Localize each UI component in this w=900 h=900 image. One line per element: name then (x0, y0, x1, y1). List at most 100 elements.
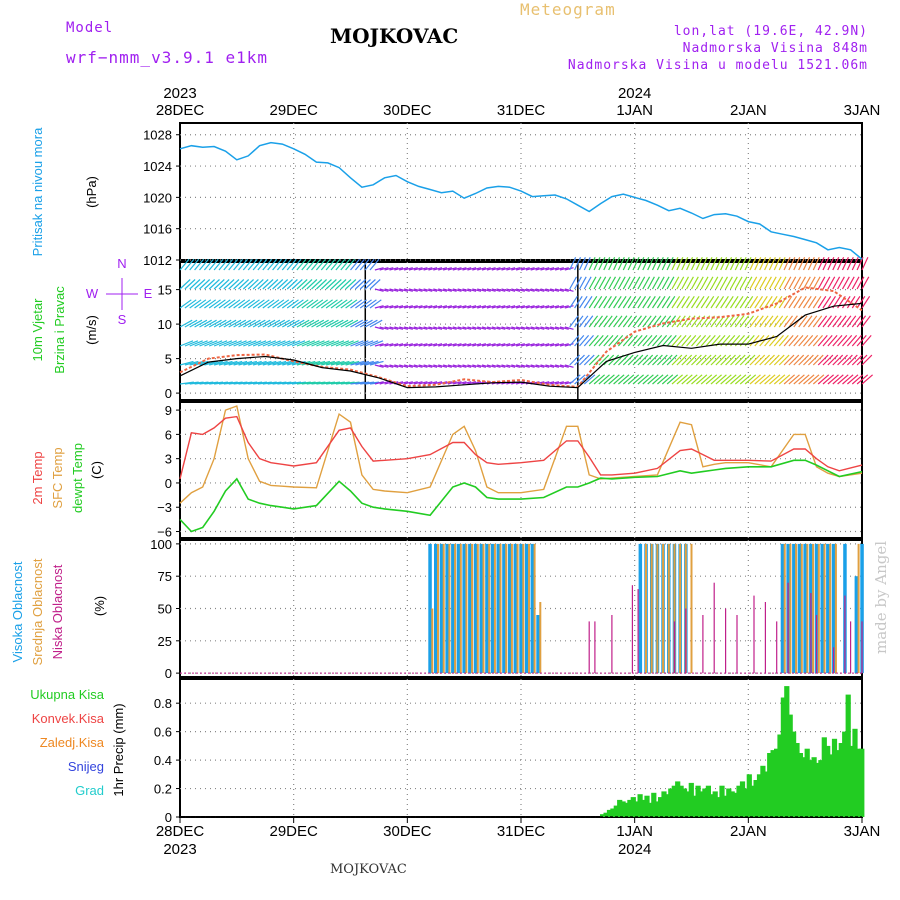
precip-bar (681, 788, 688, 817)
cloud-bar (725, 608, 727, 674)
wind-barb (472, 305, 482, 309)
wind-barb (379, 288, 389, 292)
wind-barb (267, 258, 278, 271)
wind-barb (369, 360, 384, 366)
cloud-bar (810, 593, 812, 674)
wind-barb (179, 319, 193, 328)
wind-barb (681, 354, 693, 366)
wind-barb (802, 295, 812, 309)
wind-barb (622, 335, 633, 347)
wind-barb (359, 340, 374, 347)
wind-barb (856, 276, 865, 290)
wind-barb (773, 354, 785, 366)
cloud-bar (442, 543, 445, 674)
wind-barb (379, 364, 389, 368)
wind-barb (184, 340, 199, 347)
wind-barb (622, 295, 632, 309)
wind-barb (315, 279, 328, 290)
precip-bar (777, 734, 783, 817)
wind-barb (603, 295, 612, 309)
wind-barb (472, 343, 482, 347)
wind-barb (739, 374, 752, 385)
wind-barb (257, 360, 272, 366)
wind-barb (812, 374, 825, 385)
wind-barb (856, 295, 866, 309)
wind-barb (676, 374, 688, 385)
wind-barb (491, 288, 501, 292)
axis-labels: 1012 1016 1020 1024 1028 0 5 10 15 −6 −3 0 3 6 9 0 25 50 7… (10, 85, 880, 858)
wind-barb (335, 258, 346, 271)
wind-barb (257, 319, 271, 328)
wind-barb (827, 276, 836, 290)
cloud-bar (448, 543, 451, 674)
wind-barb (652, 335, 663, 347)
wind-barb (179, 299, 192, 309)
wind-barb (588, 374, 601, 385)
wind-barb (247, 319, 261, 328)
wind-barb (277, 319, 290, 328)
wind-barb (311, 258, 321, 271)
precip-bar (709, 794, 715, 817)
cloud-bar (829, 543, 832, 674)
wind-barb (632, 354, 644, 366)
wind-barb (734, 354, 746, 366)
wind-barb (233, 299, 246, 309)
wind-barb (364, 258, 375, 271)
wind-barb (247, 299, 260, 309)
wind-barb (690, 276, 699, 290)
precipitation-ytick-label: 0 (165, 810, 172, 825)
wind-barb (262, 319, 276, 328)
cloud-bar (817, 543, 820, 674)
wind-barb (472, 288, 482, 292)
wind-barb (822, 295, 832, 309)
wind-barb (681, 257, 689, 271)
wind-barb (705, 276, 714, 290)
cloud-bar (451, 543, 455, 674)
wind-barb (296, 299, 309, 309)
wind-barb (286, 258, 297, 271)
wind-barb (550, 326, 560, 330)
cloud-bar (753, 595, 755, 674)
wind-barb (223, 299, 236, 309)
wind-barb (301, 319, 315, 328)
wind-barb (355, 381, 370, 385)
cloud-bar (814, 543, 819, 674)
wind-barb (418, 267, 428, 271)
cloud-bar (834, 543, 837, 674)
wind-barb (837, 315, 847, 328)
wind-barb (355, 299, 368, 309)
wind-barb (705, 335, 716, 347)
wind-barb (272, 299, 285, 309)
wind-barb (822, 315, 832, 328)
cloud-bar (493, 543, 496, 674)
wind-barb (281, 299, 294, 309)
wind-barb (418, 343, 428, 347)
wind-barb (218, 319, 232, 328)
wind-barb (359, 258, 370, 271)
wind-barb (408, 305, 418, 309)
wind-barb (647, 354, 659, 366)
wind-barb (413, 305, 423, 309)
wind-barb (583, 257, 591, 271)
wind-barb (554, 267, 564, 271)
wind-barb (223, 258, 234, 271)
wind-barb (189, 279, 201, 290)
wind-barb (214, 381, 229, 385)
wind-barb (574, 315, 584, 328)
wind-barb (598, 257, 606, 271)
wind-barb (579, 335, 590, 347)
wind-barb (788, 295, 798, 309)
wind-barb (204, 340, 218, 347)
wind-barb (545, 305, 555, 309)
wind-barb (438, 364, 448, 368)
wind-barb (642, 315, 652, 328)
wind-barb (467, 364, 477, 368)
precip-bar (623, 802, 630, 817)
clouds-ytick-label: 75 (158, 569, 172, 584)
wind-barb (705, 354, 717, 366)
date-label-bottom: 28DEC (156, 823, 205, 840)
wind-barb (739, 354, 751, 366)
precip-bar (831, 738, 838, 817)
wind-barb (637, 374, 649, 385)
wind-barb (242, 258, 253, 271)
